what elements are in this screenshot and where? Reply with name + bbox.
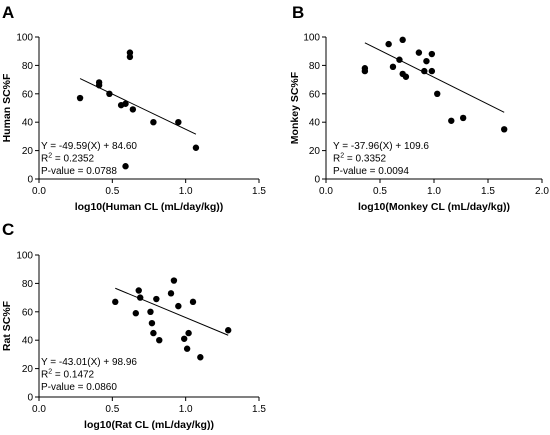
panel-b-y-axis-title: Monkey SC%F <box>289 71 301 144</box>
panel-c-p-value: P-value = 0.0860 <box>41 382 117 393</box>
panel-c-data-point <box>225 327 232 334</box>
panel-a-y-tick-label: 0 <box>27 175 33 186</box>
panel-c-y-tick-label: 40 <box>22 336 34 347</box>
panel-a-data-point <box>126 53 134 61</box>
panel-c-x-tick-label: 0.5 <box>105 404 119 415</box>
panel-b-letter: B <box>292 3 304 22</box>
panel-c-letter: C <box>2 220 14 239</box>
panel-b-data-point <box>415 49 423 56</box>
panel-b-y-tick-label: 40 <box>309 118 321 129</box>
panel-b: B 0 20 40 60 80 100 0.0 0.5 1.0 1.5 2.0 log10(Monkey… <box>289 3 549 213</box>
panel-a-data-point <box>106 90 113 98</box>
panel-a-r-squared: R2 = 0.2352 <box>41 153 95 165</box>
panel-a-data-point <box>95 82 103 89</box>
panel-a-letter: A <box>2 3 14 22</box>
panel-c-y-tick-label: 20 <box>22 364 34 375</box>
panel-a-y-tick-label: 20 <box>22 146 34 157</box>
panel-b-equation: Y = -37.96(X) + 109.6 <box>333 141 429 152</box>
panel-a-data-point <box>76 94 84 102</box>
panel-a-p-value: P-value = 0.0788 <box>41 166 117 177</box>
panel-c-data-point <box>181 335 188 342</box>
panel-a-x-tick-label: 1.0 <box>179 186 193 197</box>
panel-b-data-point <box>421 67 428 75</box>
panel-a-data-point <box>129 106 137 113</box>
panel-b-data-point <box>402 73 410 80</box>
panel-c-data-point <box>185 329 192 337</box>
panel-a-x-tick-label: 0.5 <box>105 186 119 197</box>
panel-c-y-tick-label: 80 <box>22 279 34 290</box>
panel-b-data-point <box>459 114 467 122</box>
panel-c-x-tick-label: 1.0 <box>179 404 193 415</box>
panel-b-y-tick-label: 20 <box>309 146 321 157</box>
panel-c-data-point <box>197 354 204 361</box>
panel-c-data-point <box>153 295 160 303</box>
panel-c-data-point <box>148 319 156 327</box>
panel-b-data-point <box>396 56 403 63</box>
panel-c-x-tick-label: 1.5 <box>252 404 266 415</box>
panel-c-data-point <box>170 277 178 284</box>
panel-b-x-tick-label: 0.0 <box>319 186 333 197</box>
panel-b-data-point <box>423 57 430 65</box>
panel-b-x-tick-label: 2.0 <box>535 186 549 197</box>
panel-c-data-point <box>137 294 144 301</box>
panel-b-data-point <box>501 126 508 133</box>
panel-a-y-tick-label: 100 <box>16 33 33 44</box>
panel-c-data-point <box>167 290 175 297</box>
panel-b-data-point <box>428 50 436 58</box>
panel-c-data-point <box>147 308 154 315</box>
panel-a-x-tick-label: 0.0 <box>32 186 46 197</box>
panel-a-x-axis-title: log10(Human CL (mL/day/kg)) <box>75 201 224 213</box>
panel-c-data-point <box>132 310 139 317</box>
panel-b-data-point <box>448 117 455 124</box>
panel-b-data-point <box>428 67 436 75</box>
panel-c-r-squared: R2 = 0.1472 <box>41 369 95 381</box>
panel-b-x-tick-label: 1.0 <box>427 186 441 197</box>
panel-a-y-tick-label: 80 <box>22 61 34 72</box>
panel-a-data-point <box>122 163 129 170</box>
panel-b-y-tick-label: 0 <box>314 175 320 186</box>
panel-c-y-axis-title: Rat SC%F <box>1 300 13 351</box>
panel-c-data-point <box>189 298 197 306</box>
panel-b-p-value: P-value = 0.0094 <box>333 166 409 177</box>
panel-a-data-point <box>175 119 182 126</box>
panel-b-x-tick-label: 0.5 <box>373 186 387 197</box>
panel-c: C 0 20 40 60 80 100 0.0 0.5 1.0 1.5 log10(Rat CL (m… <box>1 220 266 431</box>
panel-b-data-point <box>399 36 406 44</box>
panel-c-x-axis-title: log10(Rat CL (mL/day/kg)) <box>84 419 214 431</box>
panel-c-data-point <box>183 345 191 352</box>
panel-b-y-tick-label: 80 <box>309 61 321 72</box>
panel-a-y-tick-label: 40 <box>22 118 34 129</box>
panel-c-data-point <box>112 298 119 306</box>
panel-b-regression-line <box>364 42 505 113</box>
panel-a-data-point <box>192 144 200 151</box>
panel-b-x-tick-label: 1.5 <box>481 186 495 197</box>
panel-b-r-squared: R2 = 0.3352 <box>333 153 387 165</box>
panel-b-y-tick-label: 100 <box>303 33 320 44</box>
panel-a-y-tick-label: 60 <box>22 89 34 100</box>
panel-a-equation: Y = -49.59(X) + 84.60 <box>41 141 137 152</box>
panel-a-data-point <box>150 119 157 126</box>
panel-a-data-point <box>122 100 129 107</box>
panel-c-data-point <box>150 329 157 337</box>
panel-a-x-tick-label: 1.5 <box>252 186 266 197</box>
panel-b-data-point <box>361 67 369 75</box>
panel-b-y-tick-label: 60 <box>309 89 321 100</box>
panel-a-y-axis-title: Human SC%F <box>1 73 13 142</box>
panel-c-data-point <box>156 337 163 344</box>
panel-b-data-point <box>389 63 397 71</box>
panel-b-data-point <box>434 90 441 98</box>
panel-b-x-axis-title: log10(Monkey CL (mL/day/kg)) <box>358 201 510 213</box>
panel-c-y-tick-label: 0 <box>27 393 33 404</box>
panel-c-data-point <box>135 287 142 294</box>
panel-c-x-tick-label: 0.0 <box>32 404 46 415</box>
panel-c-equation: Y = -43.01(X) + 98.96 <box>41 357 137 368</box>
panel-c-data-point <box>175 302 182 310</box>
panel-c-regression-line <box>115 287 229 336</box>
panel-b-data-point <box>385 40 392 48</box>
panel-c-y-tick-label: 60 <box>22 307 34 318</box>
panel-a: A 0 20 40 60 80 100 0.0 0.5 1.0 1.5 log10(Human CL … <box>1 3 266 213</box>
panel-c-y-tick-label: 100 <box>16 251 33 262</box>
